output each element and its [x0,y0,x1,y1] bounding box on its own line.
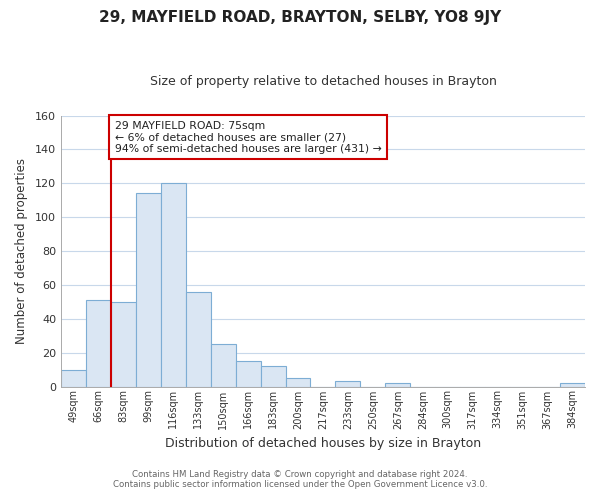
Bar [111,302,136,386]
Y-axis label: Number of detached properties: Number of detached properties [15,158,28,344]
Bar [236,361,260,386]
Bar [161,184,186,386]
Bar [560,383,585,386]
Bar [335,382,361,386]
Bar [385,383,410,386]
Bar [286,378,310,386]
X-axis label: Distribution of detached houses by size in Brayton: Distribution of detached houses by size … [165,437,481,450]
Bar [86,300,111,386]
Title: Size of property relative to detached houses in Brayton: Size of property relative to detached ho… [149,75,496,88]
Bar [211,344,236,387]
Bar [61,370,86,386]
Bar [186,292,211,386]
Text: 29, MAYFIELD ROAD, BRAYTON, SELBY, YO8 9JY: 29, MAYFIELD ROAD, BRAYTON, SELBY, YO8 9… [99,10,501,25]
Text: 29 MAYFIELD ROAD: 75sqm
← 6% of detached houses are smaller (27)
94% of semi-det: 29 MAYFIELD ROAD: 75sqm ← 6% of detached… [115,120,382,154]
Text: Contains HM Land Registry data © Crown copyright and database right 2024.
Contai: Contains HM Land Registry data © Crown c… [113,470,487,489]
Bar [260,366,286,386]
Bar [136,194,161,386]
